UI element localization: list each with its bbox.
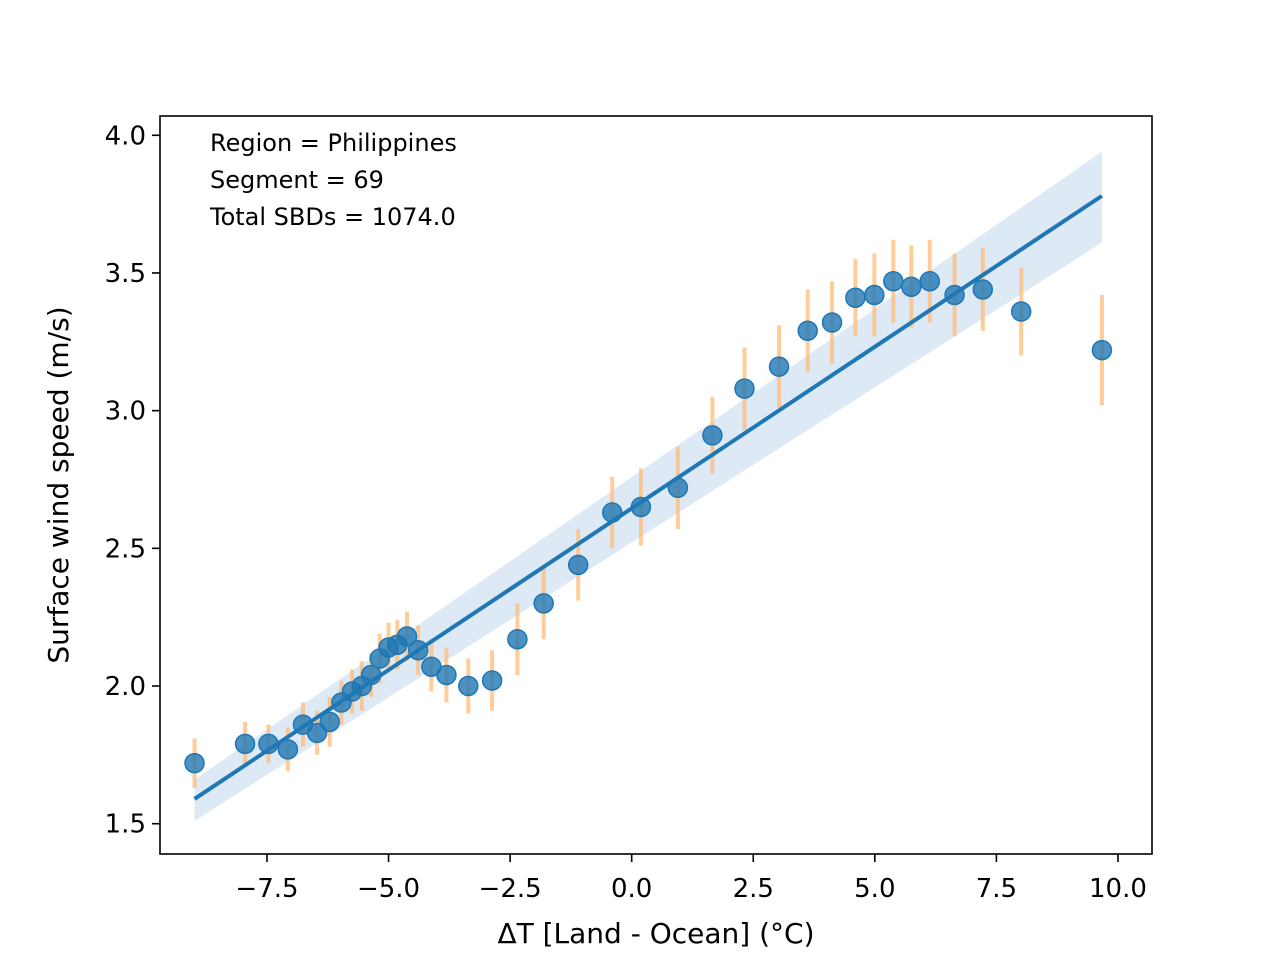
y-axis-label: Surface wind speed (m/s)	[42, 306, 75, 663]
annotation-region: Region = Philippines	[210, 129, 457, 157]
x-tick-label-1: −5.0	[357, 874, 420, 904]
data-point-22	[567, 554, 589, 576]
data-point-39	[1091, 339, 1113, 361]
y-tick-label-1: 2.0	[105, 672, 146, 702]
x-tick-label-3: 0.0	[611, 874, 652, 904]
y-tick-label-3: 3.0	[105, 397, 146, 427]
x-tick-label-5: 5.0	[854, 874, 895, 904]
y-tick-label-0: 1.5	[105, 810, 146, 840]
y-tick-label-2: 2.5	[105, 534, 146, 564]
data-point-38	[1010, 301, 1032, 322]
y-tick-label-5: 4.0	[105, 121, 146, 151]
annotation-total-sbds: Total SBDs = 1074.0	[209, 203, 456, 231]
data-point-28	[768, 356, 790, 377]
data-point-34	[901, 276, 922, 297]
data-point-27	[734, 378, 755, 399]
data-point-24	[630, 496, 652, 518]
plot-frame	[159, 115, 1153, 855]
data-point-0	[184, 752, 205, 774]
data-point-26	[702, 425, 723, 446]
data-point-19	[481, 670, 503, 691]
x-axis-ticks: −7.5 −5.0 −2.5 0.0 2.5 5.0 7.5 10.0	[235, 854, 1147, 904]
data-point-2	[258, 733, 279, 755]
data-point-14	[396, 626, 418, 647]
data-point-25	[667, 477, 689, 499]
data-point-17	[436, 664, 457, 686]
annotation-segment: Segment = 69	[210, 166, 384, 194]
data-point-10	[360, 664, 382, 686]
point-layer	[184, 270, 1113, 774]
data-point-33	[883, 270, 904, 292]
fit-line	[193, 194, 1104, 801]
data-point-1	[234, 733, 256, 755]
data-point-21	[533, 593, 554, 614]
x-tick-label-0: −7.5	[235, 874, 298, 904]
x-tick-label-7: 10.0	[1089, 874, 1147, 904]
data-point-20	[507, 628, 528, 650]
x-axis-label: ΔT [Land - Ocean] (°C)	[497, 917, 814, 950]
data-point-18	[458, 675, 479, 697]
data-point-32	[864, 284, 885, 306]
data-point-29	[797, 320, 818, 342]
fit-line-layer	[193, 194, 1104, 801]
data-point-30	[821, 312, 843, 333]
data-point-36	[944, 284, 965, 306]
x-tick-label-2: −2.5	[479, 874, 542, 904]
data-point-31	[845, 287, 866, 308]
y-tick-label-4: 3.5	[105, 259, 146, 289]
y-axis-ticks: 1.5 2.0 2.5 3.0 3.5 4.0	[105, 121, 160, 840]
data-point-3	[277, 739, 299, 760]
data-point-23	[601, 502, 623, 523]
x-tick-label-6: 7.5	[976, 874, 1017, 904]
data-point-37	[972, 279, 994, 300]
data-point-15	[407, 639, 429, 661]
x-tick-label-4: 2.5	[733, 874, 774, 904]
data-point-35	[919, 270, 941, 292]
data-point-6	[319, 711, 340, 733]
